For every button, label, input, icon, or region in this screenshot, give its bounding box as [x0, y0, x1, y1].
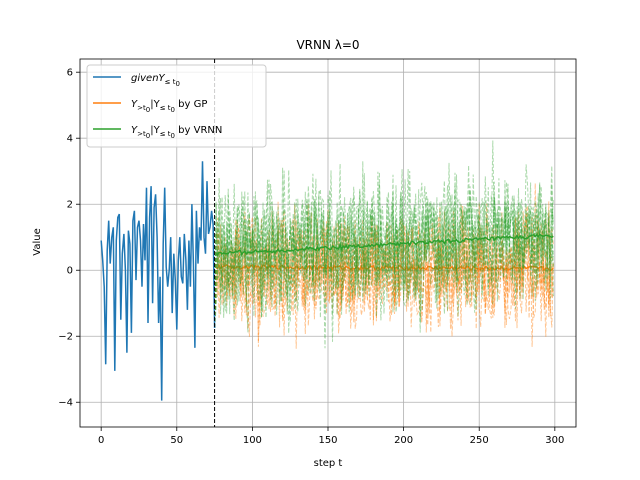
legend-label-vrnn: Y>t0|Y≤ t0 by VRNN [131, 125, 222, 140]
vrnn-sample-1 [214, 168, 554, 333]
gp-sample-3 [214, 201, 554, 337]
vrnn-mean-line [215, 233, 554, 256]
legend: givenY≤ t0 Y>t0|Y≤ t0 by GP Y>t0|Y≤ t0 b… [86, 64, 267, 148]
x-tick-label: 150 [318, 435, 337, 446]
y-tick-label: −4 [58, 398, 73, 409]
vrnn-sample-6 [214, 161, 554, 329]
gp-sample-4 [214, 205, 554, 337]
vrnn-sample-5 [214, 170, 554, 329]
legend-label-given: givenY≤ t0 [131, 73, 180, 88]
y-tick-label: 0 [67, 266, 73, 277]
series-line-given [100, 161, 216, 401]
chart-title: VRNN λ=0 [296, 38, 359, 52]
x-tick-label: 100 [243, 435, 262, 446]
x-tick-label: 300 [545, 435, 564, 446]
y-tick-label: −2 [58, 332, 73, 343]
forecast-samples [214, 140, 554, 349]
axis-ticks: 0 50 100 150 200 250 300 −4 −2 0 2 4 6 [58, 68, 564, 446]
gp-sample-5 [214, 204, 554, 333]
gp-sample-2 [214, 183, 554, 337]
x-tick-label: 50 [170, 435, 183, 446]
vrnn-sample-4 [214, 140, 554, 349]
vrnn-sample-0 [214, 162, 554, 334]
y-tick-label: 4 [67, 134, 73, 145]
vrnn-sample-2 [214, 172, 554, 329]
gp-sample-0 [214, 201, 554, 347]
y-tick-label: 2 [67, 200, 73, 211]
y-axis-title: Value [32, 228, 43, 255]
legend-label-gp: Y>t0|Y≤ t0 by GP [131, 99, 207, 114]
y-tick-label: 6 [67, 68, 73, 79]
x-tick-label: 250 [470, 435, 489, 446]
x-axis-title: step t [314, 458, 343, 469]
gp-sample-1 [214, 203, 554, 349]
vrnn-sample-7 [214, 170, 554, 329]
x-tick-label: 200 [394, 435, 413, 446]
gp-mean-line [216, 263, 554, 272]
legend-box [86, 64, 267, 148]
x-tick-label: 0 [98, 435, 104, 446]
